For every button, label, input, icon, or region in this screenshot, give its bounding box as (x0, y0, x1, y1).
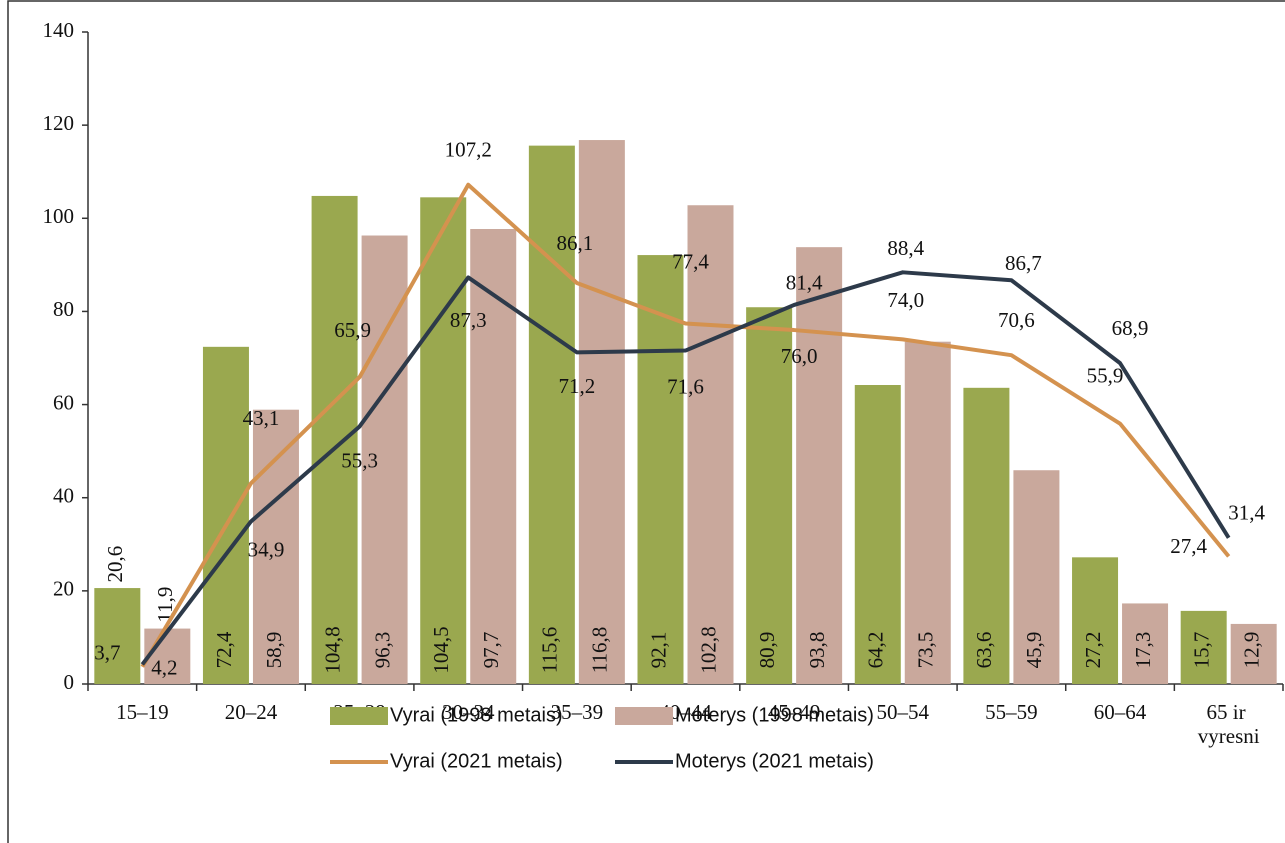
bar-value-label: 96,3 (370, 632, 394, 669)
y-tick-label: 0 (64, 670, 75, 694)
x-tick-label: 35–39 (551, 700, 604, 724)
line-value-label: 65,9 (334, 318, 371, 342)
line-value-label: 86,1 (556, 231, 593, 255)
bar-value-label: 17,3 (1131, 632, 1155, 669)
bar (854, 385, 901, 684)
bar (202, 346, 249, 684)
bar (1072, 557, 1119, 684)
bar-value-label: 20,6 (103, 546, 127, 583)
line-value-label: 55,3 (341, 448, 378, 472)
bar (1230, 623, 1277, 684)
bar-value-label: 97,7 (479, 632, 503, 669)
frame (7, 0, 1285, 843)
bar-value-label: 27,2 (1081, 632, 1105, 669)
x-tick-label: 65 ir vyresni (1198, 700, 1260, 748)
bar (578, 140, 625, 684)
line-value-label: 87,3 (450, 308, 487, 332)
y-tick-label: 20 (53, 577, 74, 601)
bar (420, 197, 467, 685)
line-value-label: 31,4 (1228, 501, 1265, 525)
x-tick-label-line: vyresni (1198, 724, 1260, 748)
bar-value-label: 72,4 (212, 631, 236, 668)
line-value-label: 77,4 (672, 249, 709, 273)
bar (904, 341, 951, 684)
bar (252, 409, 299, 684)
bar-value-label: 92,1 (646, 632, 670, 669)
legend-label: Vyrai (2021 metais) (390, 750, 563, 772)
x-tick-label-line: 65 ir (1207, 700, 1251, 724)
bar (687, 205, 734, 684)
y-tick-label: 100 (43, 204, 75, 228)
bar-value-label: 104,5 (429, 626, 453, 673)
line (140, 270, 1231, 666)
bar-value-label: 116,8 (588, 627, 612, 673)
line-value-label: 71,6 (667, 374, 704, 398)
line-value-label: 3,7 (94, 641, 120, 665)
line-value-label: 81,4 (786, 271, 823, 295)
line-value-label: 43,1 (243, 406, 280, 430)
y-tick-label: 140 (43, 18, 75, 42)
bar-value-label: 104,8 (320, 626, 344, 673)
bar (470, 228, 517, 685)
y-tick-label: 60 (53, 390, 74, 414)
legend-swatch (615, 707, 673, 725)
x-tick-label: 20–24 (225, 700, 278, 724)
line-value-label: 70,6 (998, 308, 1035, 332)
line-value-label: 34,9 (248, 537, 285, 561)
line-value-label: 76,0 (781, 344, 818, 368)
bar (637, 255, 684, 684)
line-value-label: 4,2 (151, 655, 177, 679)
line-value-label: 27,4 (1170, 534, 1207, 558)
line-value-label: 88,4 (887, 236, 924, 260)
bar-value-label: 93,8 (805, 632, 829, 669)
bar-value-label: 115,6 (538, 627, 562, 673)
line-value-label: 71,2 (558, 374, 595, 398)
bar-value-label: 102,8 (696, 626, 720, 673)
x-tick-label: 45–49 (768, 700, 821, 724)
bar-value-label: 73,5 (914, 632, 938, 669)
bar-value-label: 12,9 (1239, 632, 1263, 669)
legend-label: Moterys (2021 metais) (675, 750, 874, 772)
bar-value-label: 63,6 (972, 632, 996, 669)
x-tick-label: 60–64 (1094, 700, 1147, 724)
y-tick-label: 120 (43, 111, 75, 135)
x-tick-label: 15–19 (116, 700, 169, 724)
x-tick-label: 30–34 (442, 700, 495, 724)
y-tick-label: 40 (53, 484, 74, 508)
legend-label: Vyrai (1998 metais) (390, 704, 563, 726)
x-tick-label: 50–54 (877, 700, 930, 724)
bar (528, 145, 575, 685)
bar (94, 588, 141, 684)
bar-value-label: 15,7 (1189, 632, 1213, 669)
bar (963, 387, 1010, 684)
line-value-label: 86,7 (1005, 251, 1042, 275)
line-value-label: 107,2 (445, 138, 492, 162)
bar (144, 628, 191, 684)
bar-value-label: 80,9 (755, 632, 779, 669)
bar-value-label: 58,9 (262, 632, 286, 669)
legend-swatch (330, 707, 388, 725)
line (140, 182, 1231, 668)
bar (1180, 610, 1227, 684)
line-value-label: 55,9 (1087, 363, 1124, 387)
legend-label: Moterys (1998 metais) (675, 704, 874, 726)
bar (1122, 603, 1169, 684)
bar (746, 307, 793, 684)
bar (1013, 470, 1060, 684)
bar (311, 195, 358, 684)
line-value-label: 68,9 (1112, 316, 1149, 340)
x-tick-label: 55–59 (985, 700, 1038, 724)
bar-value-label: 45,9 (1022, 632, 1046, 669)
bar-value-label: 64,2 (864, 632, 888, 669)
bar (796, 247, 843, 684)
y-tick-label: 80 (53, 297, 74, 321)
bar (361, 235, 408, 684)
line-value-label: 74,0 (887, 288, 924, 312)
